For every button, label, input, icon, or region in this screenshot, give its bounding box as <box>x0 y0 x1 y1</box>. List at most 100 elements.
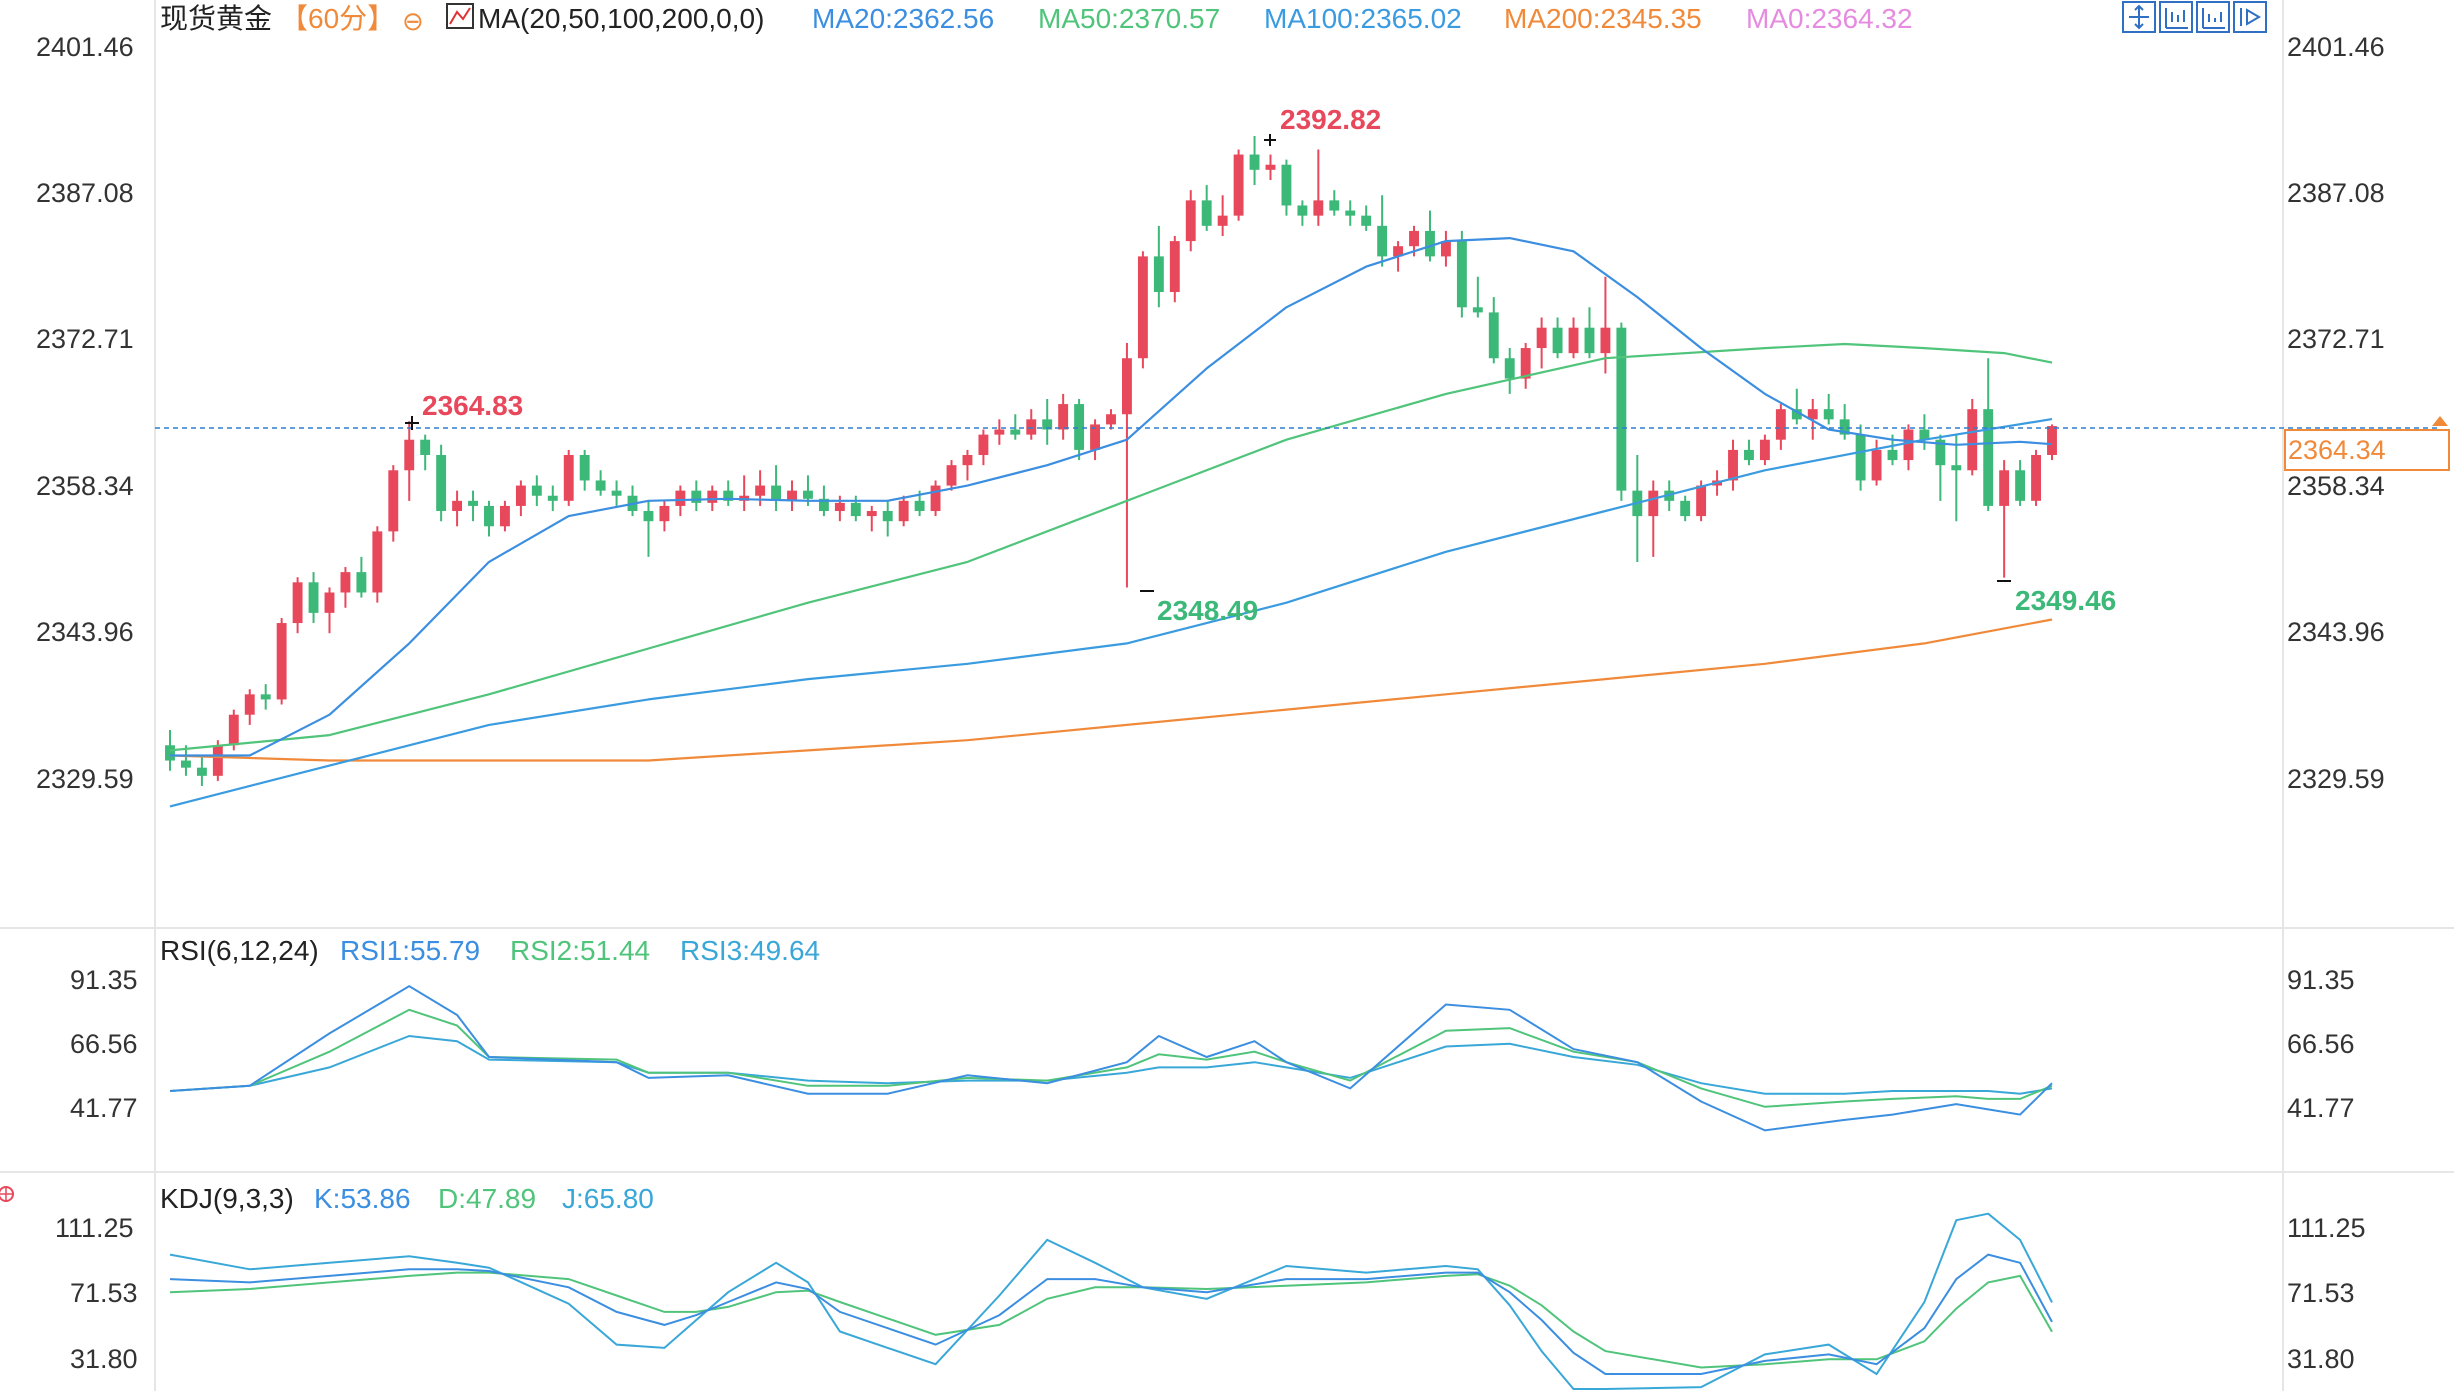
candle <box>1775 404 1786 450</box>
candle-body <box>1456 241 1467 308</box>
ma20-value: MA20:2362.56 <box>812 3 994 34</box>
candle-body <box>563 454 574 501</box>
kdj-k-value: K:53.86 <box>314 1183 411 1214</box>
candle-body <box>1616 327 1627 491</box>
candle <box>372 526 383 603</box>
candle-body <box>420 439 431 455</box>
ma100-line <box>169 418 2053 808</box>
candle <box>1010 414 1021 440</box>
candle <box>531 475 542 506</box>
candle-body <box>340 572 351 593</box>
candle-body <box>356 572 367 593</box>
candle-body <box>1361 215 1372 226</box>
candle-body <box>1520 348 1531 379</box>
period-label[interactable]: 【60分】 <box>280 3 395 34</box>
ma200-line <box>169 618 2053 762</box>
candle-body <box>436 454 447 512</box>
candle-body <box>484 505 494 527</box>
candle <box>1456 230 1467 318</box>
candle <box>866 505 877 532</box>
candle <box>1951 434 1962 522</box>
price-tick-right-1: 2401.46 <box>2287 32 2385 62</box>
candle <box>1058 393 1069 440</box>
candle-body <box>1504 358 1515 379</box>
zoom-in-icon[interactable] <box>2159 1 2193 33</box>
kdj-d-line <box>169 1271 2053 1369</box>
candle <box>994 419 1005 445</box>
candle-body <box>962 454 973 466</box>
candle <box>212 740 223 781</box>
candle-body <box>1568 327 1579 354</box>
candle <box>1488 297 1499 364</box>
candle-body <box>260 694 271 700</box>
candle <box>659 500 670 532</box>
candle-body <box>1377 225 1388 257</box>
candle <box>1345 200 1356 226</box>
candle-body <box>308 582 319 613</box>
candle <box>484 500 494 537</box>
price-tick-right-2: 2387.08 <box>2287 178 2385 208</box>
candle <box>1903 424 1914 471</box>
candle-body <box>1472 307 1483 313</box>
candle-body <box>1058 404 1069 430</box>
candle-body <box>165 745 175 761</box>
candle <box>1791 388 1802 425</box>
candle <box>834 495 845 522</box>
candle <box>1281 159 1292 216</box>
candle-body <box>1249 154 1260 170</box>
candle-body <box>1648 490 1659 517</box>
candle <box>436 444 447 522</box>
current-price-label: 2364.34 <box>2288 435 2386 465</box>
candle-body <box>531 485 542 496</box>
candle-body <box>834 502 845 512</box>
candle <box>1504 348 1515 394</box>
zoom-fit-icon[interactable] <box>2122 1 2156 33</box>
candle <box>420 434 431 471</box>
candle-body <box>930 485 941 512</box>
candle-body <box>181 760 191 768</box>
candle <box>563 449 574 506</box>
candle <box>723 480 734 506</box>
ma50-line <box>169 342 2053 752</box>
candle-body <box>292 582 303 624</box>
candle <box>1967 398 1978 476</box>
candle <box>1137 251 1148 369</box>
candle-body <box>404 439 415 471</box>
candle <box>1616 322 1627 501</box>
candle <box>308 572 319 624</box>
candle-body <box>1823 409 1834 420</box>
rsi-tick-left-1: 91.35 <box>70 965 138 995</box>
candle-body <box>1775 409 1786 440</box>
candle <box>1265 154 1276 180</box>
rsi-lines <box>169 985 2053 1132</box>
candle <box>276 617 287 705</box>
candle <box>691 480 702 512</box>
crosshair-icon[interactable] <box>0 1186 14 1202</box>
candle-body <box>595 480 606 491</box>
candle-body <box>2031 454 2041 501</box>
indicator-icon[interactable] <box>446 3 474 29</box>
rsi3-line <box>169 1034 2053 1095</box>
candle-body <box>2047 426 2057 455</box>
candle-body <box>1233 154 1244 216</box>
candle <box>1839 404 1850 440</box>
candle-body <box>978 434 989 455</box>
candle-body <box>1728 449 1738 481</box>
candle <box>1999 460 2010 578</box>
candle <box>1249 135 1260 186</box>
candle-body <box>691 490 702 503</box>
candle <box>739 475 750 512</box>
period-switch-icon[interactable]: ⊖ <box>402 6 424 36</box>
local-high-marker-icon <box>405 416 419 430</box>
candle <box>468 490 478 522</box>
candle-body <box>196 767 207 776</box>
candle-body <box>1791 409 1802 420</box>
ma0-value: MA0:2364.32 <box>1746 3 1913 34</box>
candle-body <box>994 429 1005 435</box>
candle-body <box>468 500 478 506</box>
scroll-right-icon[interactable] <box>2233 1 2267 33</box>
price-tick-left-1: 2401.46 <box>36 32 134 62</box>
kdj-params-label: KDJ(9,3,3) <box>160 1183 294 1214</box>
zoom-out-icon[interactable] <box>2196 1 2230 33</box>
candle-body <box>787 490 797 501</box>
